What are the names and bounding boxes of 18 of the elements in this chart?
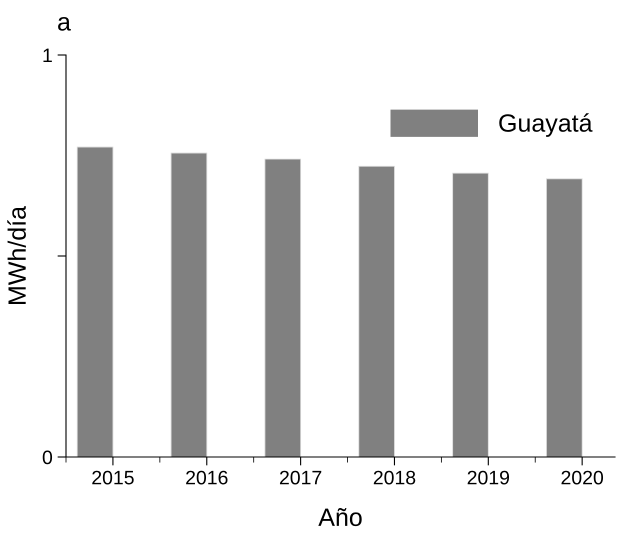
bar	[546, 178, 583, 457]
bar	[264, 158, 302, 457]
x-tick-label: 2017	[280, 470, 322, 484]
bar	[452, 172, 489, 457]
y-tick-label: 1	[43, 48, 52, 62]
bar	[76, 146, 114, 457]
bar	[358, 166, 395, 457]
x-tick-label: 2016	[186, 470, 228, 484]
x-tick-label: 2015	[92, 470, 134, 484]
y-axis-title: MWh/día	[7, 206, 26, 304]
x-tick-label: 2019	[468, 470, 510, 484]
x-tick-label: 2020	[562, 470, 604, 484]
bar	[170, 152, 208, 457]
x-axis-title: Año	[318, 508, 362, 526]
x-tick-label: 2018	[374, 470, 416, 484]
legend-label: Guayatá	[499, 113, 593, 137]
y-tick-label: 0	[42, 450, 52, 464]
chart-title: a	[58, 17, 71, 31]
